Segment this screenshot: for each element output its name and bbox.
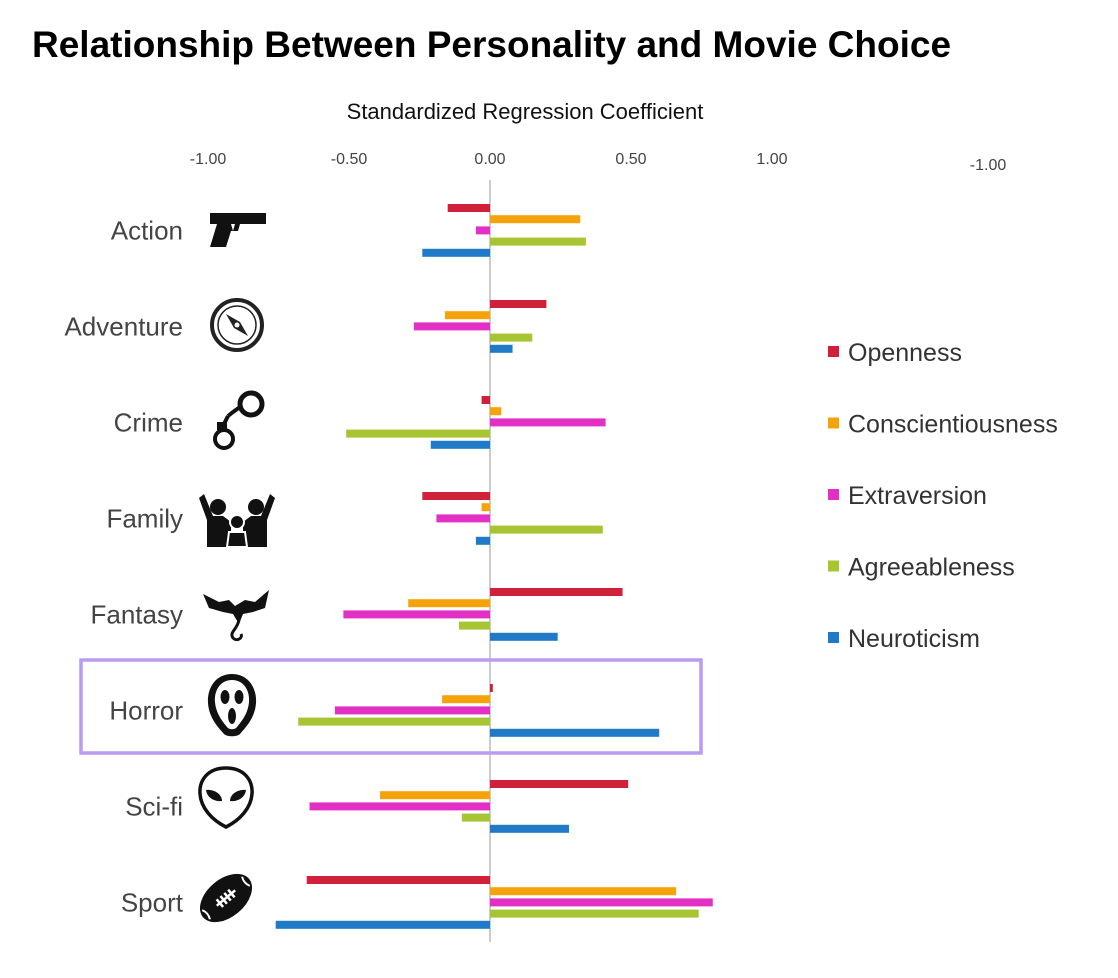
- x-tick-label: -0.50: [331, 151, 368, 168]
- x-tick-label: 1.00: [756, 151, 787, 168]
- bar-scifi-openness: [490, 780, 629, 788]
- category-label: Action: [111, 215, 183, 245]
- bars: [275, 204, 713, 929]
- bar-crime-agreeableness: [346, 429, 490, 438]
- bar-horror-extraversion: [334, 706, 490, 715]
- pistol-icon: [210, 213, 266, 247]
- bar-fantasy-conscientiousness: [408, 599, 490, 608]
- legend: Openness Conscientiousness Extraversion Agr…: [828, 339, 1058, 653]
- bar-family-openness: [422, 492, 490, 500]
- bar-horror-neuroticism: [490, 728, 660, 737]
- bar-crime-conscientiousness: [490, 407, 502, 416]
- bar-scifi-neuroticism: [490, 824, 569, 833]
- bar-horror-agreeableness: [298, 717, 490, 726]
- bar-family-extraversion: [436, 514, 490, 523]
- category-label: Sport: [121, 887, 184, 917]
- bar-sport-conscientiousness: [490, 887, 677, 896]
- x-axis-label: Standardized Regression Coefficient: [347, 99, 704, 124]
- horror-highlight-box: [79, 658, 703, 755]
- category-label: Crime: [114, 407, 183, 437]
- ghostface-mask-icon: [207, 674, 257, 737]
- legend-label-extraversion: Extraversion: [848, 482, 987, 510]
- football-icon: [199, 873, 253, 923]
- category-label: Horror: [109, 695, 183, 725]
- bar-adventure-openness: [490, 300, 547, 308]
- legend-swatch-neuroticism: [828, 632, 839, 643]
- bar-adventure-agreeableness: [490, 333, 533, 342]
- category-label: Family: [106, 503, 183, 533]
- bar-horror-openness: [490, 684, 493, 692]
- legend-label-openness: Openness: [848, 339, 962, 367]
- dragon-icon: [203, 590, 269, 642]
- bar-adventure-conscientiousness: [444, 311, 490, 320]
- legend-swatch-extraversion: [828, 489, 839, 500]
- bar-family-neuroticism: [475, 536, 490, 545]
- bar-family-agreeableness: [490, 525, 603, 534]
- chart-title: Relationship Between Personality and Mov…: [32, 24, 951, 65]
- category-label: Fantasy: [91, 599, 184, 629]
- category-labels: Action Adventure Crime Family Fantasy Horror S…: [64, 215, 183, 917]
- bar-horror-conscientiousness: [442, 695, 490, 704]
- bar-sport-neuroticism: [275, 920, 490, 929]
- bar-sport-openness: [306, 876, 490, 884]
- bar-action-conscientiousness: [490, 215, 581, 224]
- alien-head-icon: [198, 766, 254, 829]
- legend-label-agreeableness: Agreeableness: [848, 554, 1015, 582]
- x-axis-ticks: -1.00 -0.50 0.00 0.50 1.00: [190, 151, 788, 168]
- x-tick-label: -1.00: [190, 151, 227, 168]
- bar-family-conscientiousness: [481, 503, 490, 512]
- bar-fantasy-neuroticism: [490, 632, 558, 641]
- bar-crime-extraversion: [490, 418, 606, 427]
- legend-label-neuroticism: Neuroticism: [848, 625, 980, 653]
- bar-adventure-extraversion: [413, 322, 490, 331]
- bar-action-openness: [447, 204, 490, 212]
- compass-icon: [206, 294, 268, 356]
- bar-crime-openness: [481, 396, 490, 404]
- bar-scifi-extraversion: [309, 802, 490, 811]
- extra-tick-label: -1.00: [970, 157, 1007, 174]
- handcuffs-icon: [213, 390, 265, 450]
- icons: [198, 213, 275, 923]
- category-label: Adventure: [64, 311, 183, 341]
- family-icon: [199, 494, 275, 548]
- bar-action-agreeableness: [490, 237, 586, 246]
- bar-action-neuroticism: [422, 248, 490, 257]
- bar-sport-extraversion: [490, 898, 713, 907]
- bar-action-extraversion: [475, 226, 490, 235]
- bar-sport-agreeableness: [490, 909, 699, 918]
- legend-swatch-conscientiousness: [828, 417, 839, 429]
- bar-fantasy-openness: [490, 588, 623, 596]
- x-tick-label: 0.00: [474, 151, 505, 168]
- x-tick-label: 0.50: [615, 151, 646, 168]
- category-label: Sci-fi: [125, 791, 183, 821]
- bar-adventure-neuroticism: [490, 344, 513, 353]
- legend-swatch-openness: [828, 346, 839, 357]
- legend-swatch-agreeableness: [828, 560, 839, 572]
- bar-scifi-agreeableness: [461, 813, 490, 822]
- bar-scifi-conscientiousness: [380, 791, 490, 800]
- bar-fantasy-agreeableness: [458, 621, 490, 630]
- bar-fantasy-extraversion: [343, 610, 490, 619]
- bar-crime-neuroticism: [430, 440, 490, 449]
- legend-label-conscientiousness: Conscientiousness: [848, 411, 1058, 439]
